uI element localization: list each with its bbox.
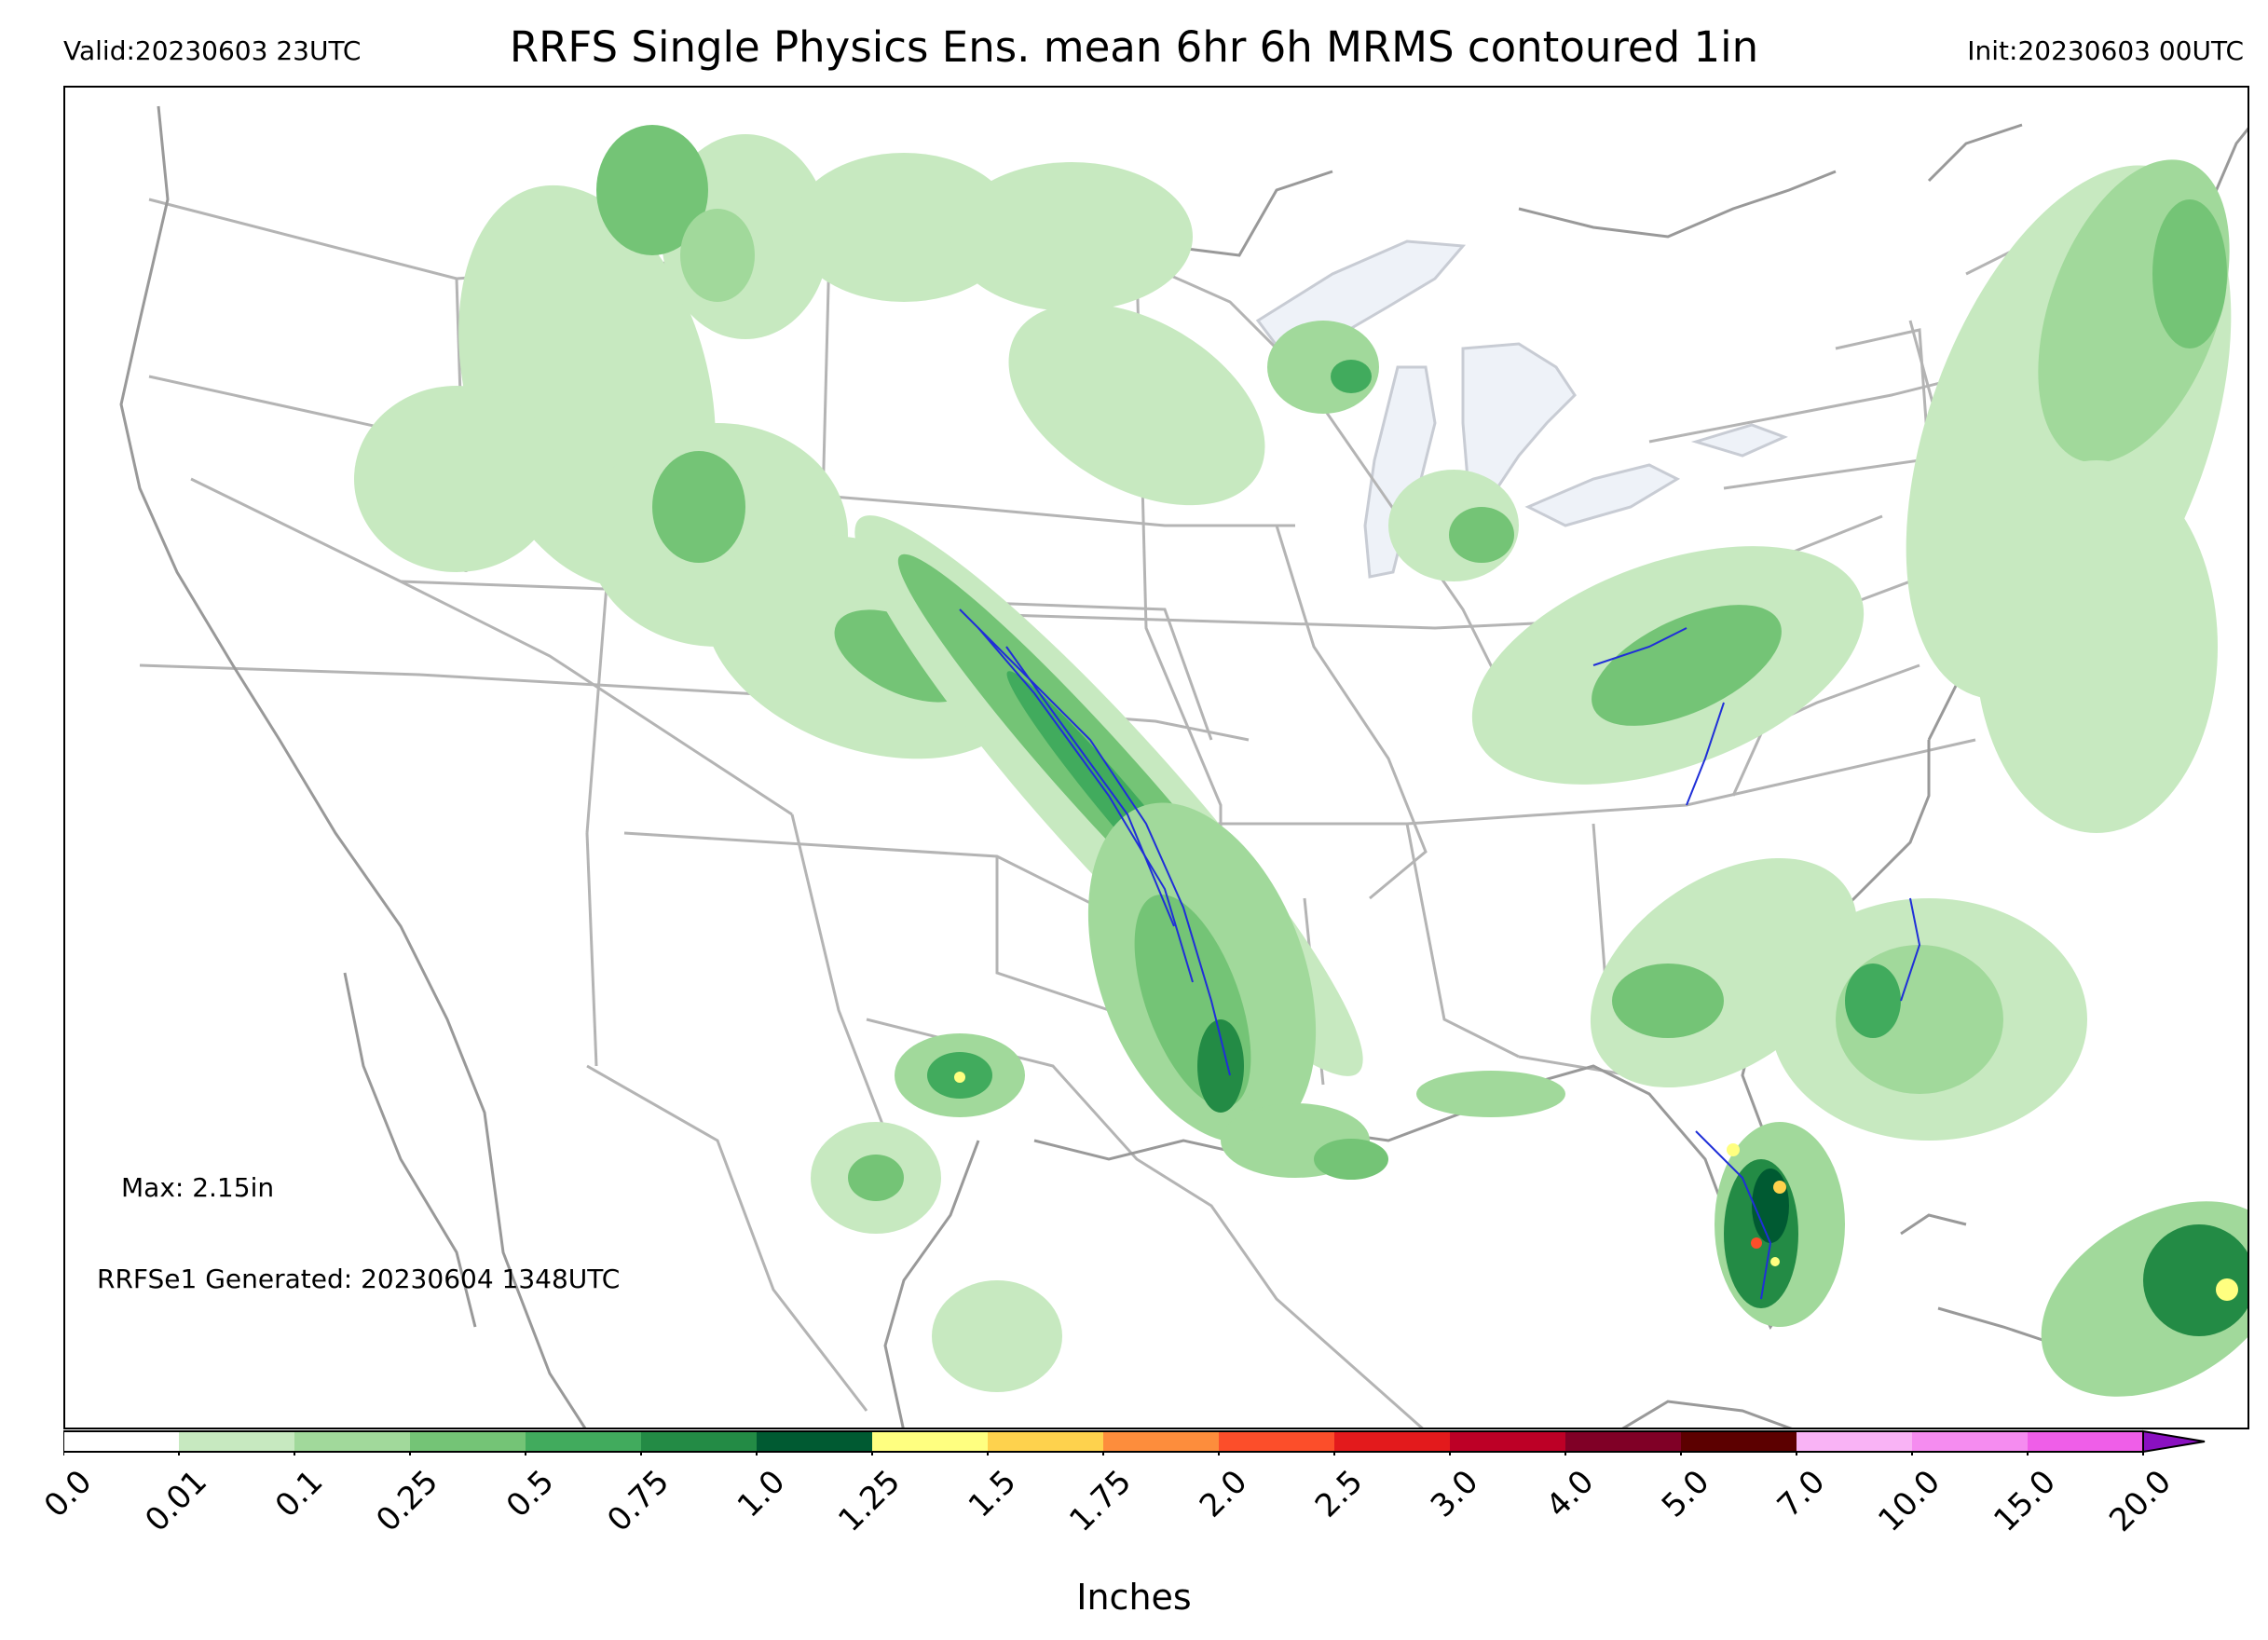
colorbar-segment [63,1431,179,1452]
colorbar-tick-label: 1.75 [1062,1463,1139,1539]
colorbar-segment [526,1431,641,1452]
colorbar-segment [872,1431,988,1452]
init-time: Init:20230603 00UTC [1967,35,2244,66]
precip-field [354,125,2248,1397]
colorbar-segment [757,1431,872,1452]
precipitation-map [63,86,2249,1429]
colorbar-segment [410,1431,526,1452]
colorbar-tick-label: 0.75 [600,1463,676,1539]
colorbar-tick-label: 10.0 [1871,1463,1947,1539]
colorbar-segment [641,1431,757,1452]
colorbar-tick-label: 4.0 [1538,1463,1602,1525]
colorbar-tick-label: 2.0 [1192,1463,1255,1525]
colorbar-tick-label: 0.25 [369,1463,445,1539]
colorbar-tick-label: 3.0 [1423,1463,1486,1525]
colorbar-tick-label: 7.0 [1769,1463,1833,1525]
colorbar-segment [1103,1431,1219,1452]
map-canvas [119,105,2248,1428]
colorbar-segment [294,1431,410,1452]
generated-note: RRFSe1 Generated: 20230604 1348UTC [97,1264,621,1294]
colorbar-label: Inches [1076,1577,1192,1618]
colorbar-extend-arrow [2142,1429,2206,1454]
colorbar-segment [1219,1431,1334,1452]
colorbar-segment [1334,1431,1450,1452]
colorbar-segment [1565,1431,1681,1452]
colorbar-segment [1912,1431,2028,1452]
colorbar-tick-label: 20.0 [2102,1463,2179,1539]
colorbar-segment [1681,1431,1797,1452]
colorbar [63,1429,2206,1456]
colorbar-tick-label: 1.25 [831,1463,908,1539]
coastline [119,105,2248,1428]
colorbar-tick-label: 0.01 [138,1463,214,1539]
colorbar-tick-label: 2.5 [1307,1463,1371,1525]
colorbar-segment [1797,1431,1912,1452]
colorbar-tick-label: 5.0 [1654,1463,1717,1525]
map-title: RRFS Single Physics Ens. mean 6hr 6h MRM… [509,22,1759,72]
colorbar-tick-label: 0.1 [267,1463,331,1525]
colorbar-segment [988,1431,1103,1452]
max-value-note: Max: 2.15in [121,1172,275,1203]
colorbar-segment [2028,1431,2143,1452]
colorbar-tick-label: 0.0 [36,1463,100,1525]
colorbar-tick-label: 0.5 [499,1463,562,1525]
colorbar-tick-label: 1.5 [961,1463,1024,1525]
mrms-1in-contours [959,608,1921,1300]
colorbar-segment [179,1431,294,1452]
colorbar-tick-label: 1.0 [730,1463,793,1525]
valid-time: Valid:20230603 23UTC [63,35,362,66]
colorbar-segment [1450,1431,1565,1452]
colorbar-tick-label: 15.0 [1987,1463,2063,1539]
